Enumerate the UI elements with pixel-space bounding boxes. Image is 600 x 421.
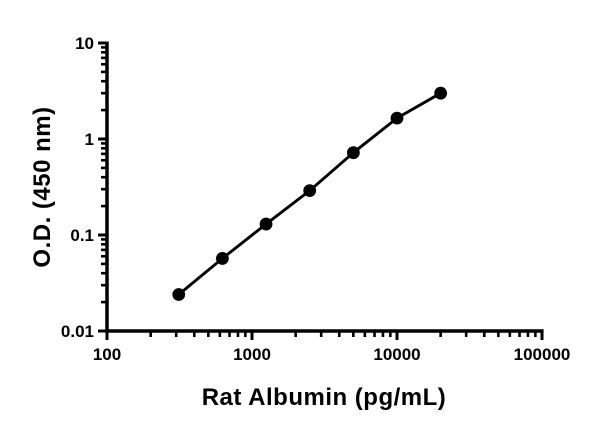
data-point xyxy=(434,86,448,100)
x-tick-label: 10000 xyxy=(373,345,420,364)
x-axis-title: Rat Albumin (pg/mL) xyxy=(202,384,447,411)
data-point xyxy=(259,217,273,231)
y-tick-label: 10 xyxy=(75,34,94,53)
x-tick-label: 100 xyxy=(93,345,121,364)
y-tick-label: 0.1 xyxy=(70,226,94,245)
y-tick-label: 1 xyxy=(85,130,94,149)
data-point xyxy=(172,288,186,301)
y-tick-label: 0.01 xyxy=(61,322,94,341)
y-axis-title: O.D. (450 nm) xyxy=(29,106,56,267)
x-tick-label: 100000 xyxy=(514,345,571,364)
data-point xyxy=(390,111,404,125)
x-tick-label: 1000 xyxy=(233,345,271,364)
data-point xyxy=(346,146,360,160)
data-point xyxy=(216,252,229,265)
plot-area: 100 1000 10000 100000 0.01 0.1 1 10 xyxy=(61,34,570,364)
data-point xyxy=(303,184,317,198)
